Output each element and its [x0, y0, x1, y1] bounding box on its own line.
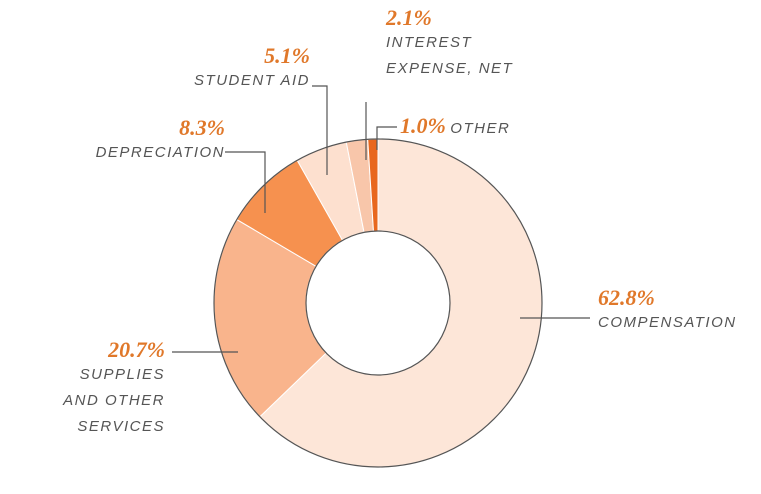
category-label: DEPRECIATION — [95, 144, 225, 161]
slice-label: 2.1% INTEREST EXPENSE, NET — [386, 6, 526, 82]
category-label: COMPENSATION — [598, 314, 737, 331]
slices — [213, 138, 543, 468]
category-label: OTHER — [450, 120, 511, 137]
category-label: INTEREST EXPENSE, NET — [386, 34, 514, 77]
value-label: 8.3% — [179, 115, 225, 140]
slice-label: 8.3% DEPRECIATION — [60, 116, 225, 166]
slice-label: 5.1% STUDENT AID — [150, 44, 310, 94]
value-label: 5.1% — [264, 43, 310, 68]
value-label: 62.8% — [598, 285, 655, 310]
leader-line — [312, 85, 328, 175]
donut-outline — [213, 138, 543, 468]
donut-outline — [305, 230, 451, 376]
leader-line — [225, 151, 266, 213]
category-label: SUPPLIES AND OTHER SERVICES — [63, 366, 165, 435]
slice-label: 62.8% COMPENSATION — [598, 286, 758, 336]
slice-label: 20.7% SUPPLIES AND OTHER SERVICES — [40, 338, 165, 440]
value-label: 1.0% — [400, 113, 446, 138]
slice-label: 1.0% OTHER — [400, 114, 560, 142]
value-label: 2.1% — [386, 5, 432, 30]
value-label: 20.7% — [108, 337, 165, 362]
category-label: STUDENT AID — [194, 72, 310, 89]
leader-line — [376, 126, 397, 150]
